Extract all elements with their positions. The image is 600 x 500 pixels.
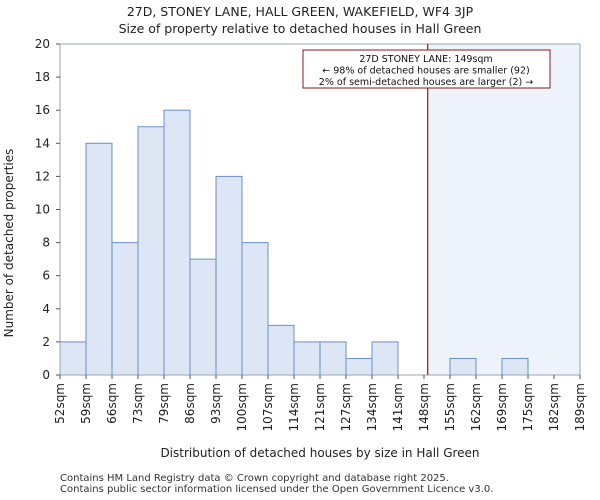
histogram-bar [189,258,217,376]
x-tick-label: 134sqm [365,383,379,431]
larger-region-shade [427,44,580,375]
histogram-bar [137,126,165,376]
footer-copyright: Contains HM Land Registry data © Crown c… [60,473,449,484]
y-tick-label: 16 [35,103,50,117]
y-tick-label: 4 [42,302,50,316]
histogram-bar [215,175,243,376]
y-tick-label: 20 [35,37,50,51]
x-tick-label: 182sqm [547,383,561,431]
annotation-box [302,49,551,89]
x-tick-label: 59sqm [79,383,93,424]
footer-licence: Contains public sector information licen… [60,484,494,495]
x-tick-label: 121sqm [313,383,327,431]
x-axis-label: Distribution of detached houses by size … [160,446,479,460]
y-tick-label: 14 [35,136,50,150]
y-axis-label: Number of detached properties [2,149,16,338]
chart-title: 27D, STONEY LANE, HALL GREEN, WAKEFIELD,… [126,4,474,19]
histogram-bar [111,242,139,376]
histogram-bar [267,324,295,376]
x-tick-label: 169sqm [495,383,509,431]
x-tick-label: 66sqm [105,383,119,424]
histogram-bar [163,109,191,376]
histogram-bar [501,357,529,376]
histogram-bar [85,142,113,376]
x-tick-label: 52sqm [53,383,67,424]
x-tick-label: 114sqm [287,383,301,431]
x-tick-label: 107sqm [261,383,275,431]
x-tick-label: 148sqm [417,383,431,431]
x-tick-label: 162sqm [469,383,483,431]
histogram-bar [293,341,321,376]
y-tick-label: 8 [42,236,50,250]
y-tick-label: 6 [42,269,50,283]
x-tick-label: 93sqm [209,383,223,424]
annotation-line: ← 98% of detached houses are smaller (92… [322,66,529,77]
histogram-bar [371,341,399,376]
y-tick-label: 12 [35,169,50,183]
annotation-line: 27D STONEY LANE: 149sqm [359,54,492,65]
x-tick-label: 73sqm [131,383,145,424]
x-tick-label: 155sqm [443,383,457,431]
y-tick-label: 18 [35,70,50,84]
x-tick-label: 79sqm [157,383,171,424]
histogram-bar [319,341,347,376]
x-tick-label: 86sqm [183,383,197,424]
histogram-bar [345,357,373,376]
histogram-bar [59,341,87,376]
histogram-bar [241,242,269,376]
x-tick-label: 127sqm [339,383,353,431]
annotation-line: 2% of semi-detached houses are larger (2… [319,77,533,88]
histogram-bar [449,357,477,376]
chart-subtitle: Size of property relative to detached ho… [118,21,482,36]
x-tick-label: 141sqm [391,383,405,431]
y-tick-label: 2 [42,335,50,349]
y-tick-label: 0 [42,368,50,382]
x-tick-label: 189sqm [573,383,587,431]
x-tick-label: 100sqm [235,383,249,431]
x-tick-label: 175sqm [521,383,535,431]
y-tick-label: 10 [35,203,50,217]
